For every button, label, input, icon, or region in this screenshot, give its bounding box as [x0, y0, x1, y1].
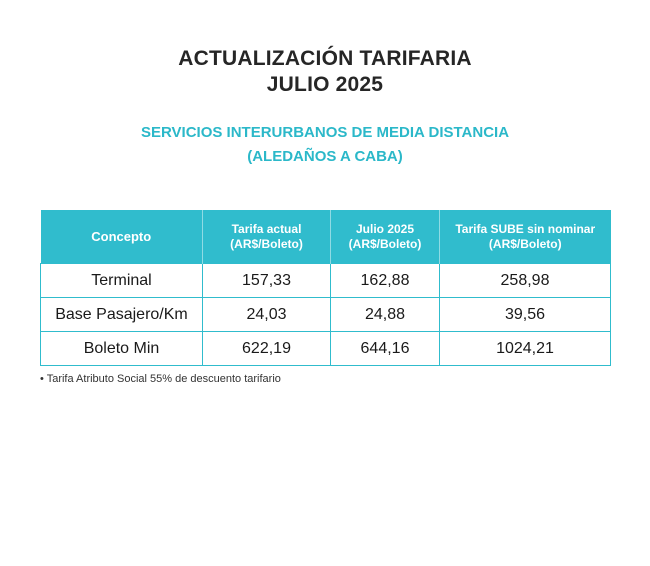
fare-table-body: Terminal 157,33 162,88 258,98 Base Pasaj…: [40, 263, 611, 366]
column-header-label: Concepto: [91, 229, 152, 244]
page-subtitle-line1: SERVICIOS INTERURBANOS DE MEDIA DISTANCI…: [140, 124, 510, 141]
page-title-line1: ACTUALIZACIÓN TARIFARIA: [178, 47, 472, 70]
column-header-tarifa-sube: Tarifa SUBE sin nominar (AR$/Boleto): [439, 210, 611, 264]
table-cell-value: 622,19: [202, 331, 331, 366]
table-cell-value: 258,98: [439, 263, 611, 298]
column-header-unit: (AR$/Boleto): [488, 236, 562, 251]
fare-table: Concepto Tarifa actual (AR$/Boleto) Juli…: [40, 210, 611, 366]
column-header-concepto: Concepto: [40, 210, 203, 264]
table-cell-value: 24,03: [202, 297, 331, 332]
table-cell-value: 24,88: [330, 297, 440, 332]
column-header-label: Tarifa SUBE sin nominar: [455, 221, 596, 236]
table-cell-value: 644,16: [330, 331, 440, 366]
header-row: Concepto Tarifa actual (AR$/Boleto) Juli…: [40, 210, 611, 264]
table-row: Base Pasajero/Km 24,03 24,88 39,56: [40, 297, 611, 332]
column-header-label: Tarifa actual: [231, 221, 302, 236]
table-row: Terminal 157,33 162,88 258,98: [40, 263, 611, 298]
column-header-label: Julio 2025: [355, 221, 415, 236]
table-cell-value: 157,33: [202, 263, 331, 298]
page-subtitle-line2: (ALEDAÑOS A CABA): [247, 148, 403, 165]
column-header-julio-2025: Julio 2025 (AR$/Boleto): [330, 210, 440, 264]
table-cell-value: 162,88: [330, 263, 440, 298]
column-header-unit: (AR$/Boleto): [348, 236, 422, 251]
table-cell-concept: Base Pasajero/Km: [40, 297, 203, 332]
table-cell-value: 39,56: [439, 297, 611, 332]
table-cell-concept: Boleto Min: [40, 331, 203, 366]
column-header-unit: (AR$/Boleto): [230, 236, 303, 251]
fare-table-header: Concepto Tarifa actual (AR$/Boleto) Juli…: [40, 210, 611, 264]
table-row: Boleto Min 622,19 644,16 1024,21: [40, 331, 611, 366]
table-cell-concept: Terminal: [40, 263, 203, 298]
footnote: • Tarifa Atributo Social 55% de descuent…: [40, 373, 281, 385]
column-header-tarifa-actual: Tarifa actual (AR$/Boleto): [202, 210, 331, 264]
page-title-line2: JULIO 2025: [266, 73, 384, 96]
table-cell-value: 1024,21: [439, 331, 611, 366]
